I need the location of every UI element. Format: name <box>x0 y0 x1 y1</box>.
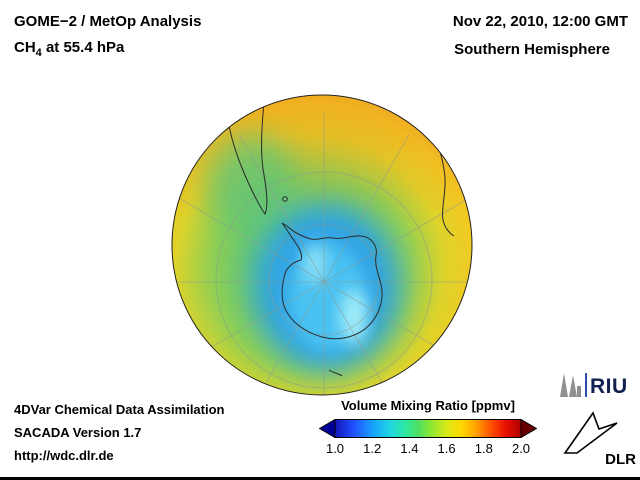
dlr-emblem-icon <box>563 411 618 454</box>
map-rim <box>171 94 473 396</box>
hemisphere-label: Southern Hemisphere <box>454 41 610 58</box>
vortex-core-minimum <box>304 244 326 284</box>
species-name: CH <box>14 39 36 56</box>
colorbar-tick: 1.0 <box>325 441 345 456</box>
colorbar-tick: 1.4 <box>400 441 419 456</box>
colorbar-tick: 1.8 <box>474 441 493 456</box>
colorbar-tick: 1.2 <box>363 441 382 456</box>
island-outline <box>328 369 343 377</box>
colorbar-tick: 1.6 <box>437 441 456 456</box>
colorbar <box>319 419 537 438</box>
colorbar-gradient <box>334 419 522 438</box>
species-level-title: CH4 at 55.4 hPa <box>14 39 124 59</box>
vortex-core-minimum <box>341 289 367 345</box>
colorbar-ticks: 1.0 1.2 1.4 1.6 1.8 2.0 <box>326 441 530 457</box>
analysis-title: GOME−2 / MetOp Analysis <box>14 13 202 30</box>
species-subscript: 4 <box>35 47 42 59</box>
colorbar-right-arrow <box>520 419 537 438</box>
hemisphere-map <box>171 94 473 396</box>
graticule <box>172 112 472 395</box>
datetime-label: Nov 22, 2010, 12:00 GMT <box>452 13 628 30</box>
midlatitude-green-lobe <box>206 134 296 234</box>
bottom-border <box>0 477 640 480</box>
riu-logo: RIU <box>558 371 628 397</box>
version-label: SACADA Version 1.7 <box>14 425 142 440</box>
africa-outline <box>434 135 455 237</box>
south-america-outline <box>224 95 268 216</box>
colorbar-title: Volume Mixing Ratio [ppmv] <box>341 398 515 413</box>
assimilation-label: 4DVar Chemical Data Assimilation <box>14 402 225 417</box>
colorbar-left-arrow <box>319 419 336 438</box>
riu-text: RIU <box>590 375 628 398</box>
cathedral-icon <box>560 373 581 397</box>
pressure-level: at 55.4 hPa <box>41 39 125 56</box>
dlr-logo: DLR <box>562 408 640 470</box>
island-outline <box>282 196 288 202</box>
riu-divider-bar <box>585 373 587 397</box>
wdc-url: http://wdc.dlr.de <box>14 448 114 463</box>
dlr-text: DLR <box>605 451 636 468</box>
antarctica-outline <box>281 222 383 340</box>
colorbar-tick: 2.0 <box>511 441 531 456</box>
coastlines <box>224 95 455 377</box>
